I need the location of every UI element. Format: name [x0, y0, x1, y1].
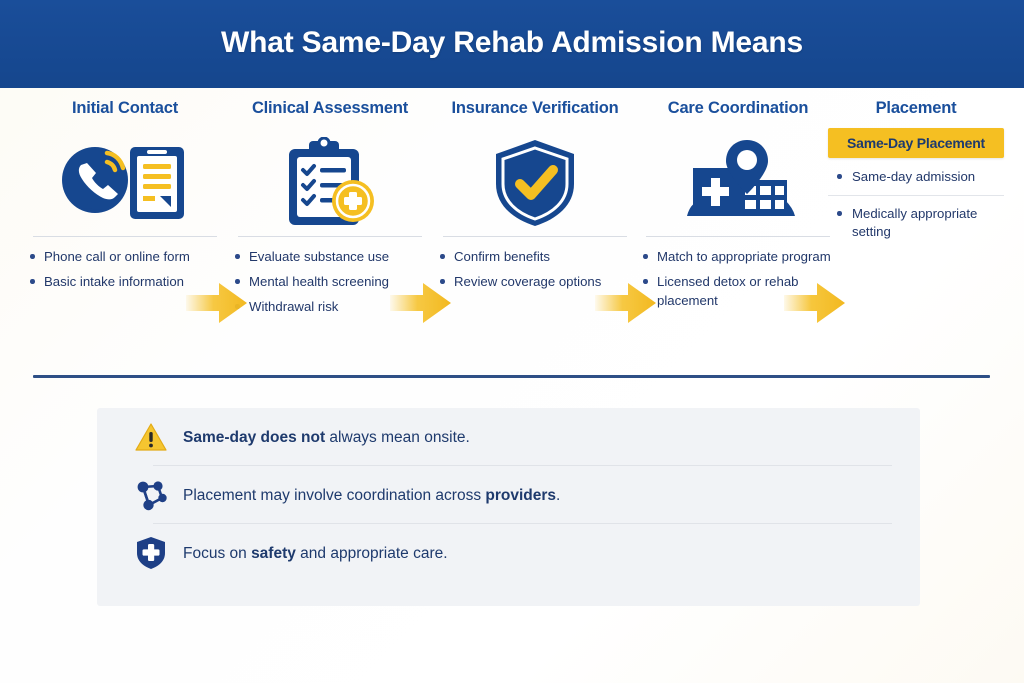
list-item: Licensed detox or rehab placement: [640, 272, 836, 310]
note-text: Same-day does not always mean onsite.: [173, 427, 470, 448]
hospital-location-pin-icon: [640, 134, 836, 232]
column-divider: [33, 236, 217, 237]
column-divider: [238, 236, 422, 237]
arrow-right-icon: [186, 282, 248, 324]
arrow-right-icon: [595, 282, 657, 324]
shield-cross-icon: [129, 536, 173, 570]
network-nodes-icon: [129, 479, 173, 511]
status-badge: Same-Day Placement: [828, 128, 1004, 158]
flow-step-bullets: Same-day admission Medically appropriate…: [828, 158, 1004, 250]
note-row-onsite: Same-day does not always mean onsite.: [125, 408, 892, 466]
list-item: Match to appropriate program: [640, 247, 836, 266]
flow-step-bullets: Match to appropriate program Licensed de…: [640, 237, 836, 310]
list-item: Confirm benefits: [437, 247, 633, 266]
note-bold-tail: providers: [485, 486, 557, 504]
note-row-coordination: Placement may involve coordination acros…: [125, 466, 892, 524]
list-item: Phone call or online form: [27, 247, 223, 266]
phone-call-document-icon: [27, 134, 223, 232]
process-flow: Initial Contact: [0, 96, 1024, 361]
flow-step-bullets: Phone call or online form Basic intake i…: [27, 237, 223, 291]
flow-step-bullets: Confirm benefits Review coverage options: [437, 237, 633, 291]
notes-panel: Same-day does not always mean onsite. Pl…: [97, 408, 920, 606]
clipboard-checklist-medical-icon: [232, 134, 428, 232]
page-title: What Same-Day Rehab Admission Means: [220, 26, 804, 59]
column-divider: [443, 236, 627, 237]
list-item: Basic intake information: [27, 272, 223, 291]
flow-step-bullets: Evaluate substance use Mental health scr…: [232, 237, 428, 316]
note-lead: Focus on: [183, 544, 252, 562]
header-band: [0, 0, 1024, 88]
list-item: Mental health screening: [232, 272, 428, 291]
flow-step-clinical-assessment[interactable]: Clinical Assessment: [232, 96, 428, 322]
note-lead: Placement may involve coordination acros…: [183, 486, 486, 504]
flow-step-title: Placement: [875, 99, 957, 117]
note-text: Focus on safety and appropriate care.: [173, 543, 448, 564]
arrow-right-icon: [784, 282, 846, 324]
note-row-safety: Focus on safety and appropriate care.: [125, 524, 892, 582]
shield-check-icon: [437, 134, 633, 232]
list-item: Same-day admission: [828, 168, 1004, 196]
list-item: Evaluate substance use: [232, 247, 428, 266]
column-divider: [646, 236, 830, 237]
flow-step-placement[interactable]: Placement Same-Day Placement Same-day ad…: [828, 96, 1004, 259]
arrow-right-icon: [390, 282, 452, 324]
note-rest: always mean onsite.: [325, 428, 470, 446]
flow-step-care-coordination[interactable]: Care Coordination: [640, 96, 836, 316]
flow-step-title: Clinical Assessment: [251, 99, 409, 117]
note-text: Placement may involve coordination acros…: [173, 485, 560, 506]
note-tail-end: and appropriate care.: [295, 544, 448, 562]
list-item: Review coverage options: [437, 272, 633, 291]
flow-step-initial-contact[interactable]: Initial Contact: [27, 96, 223, 297]
flow-step-insurance-verification[interactable]: Insurance Verification Confirm benefits …: [437, 96, 633, 297]
note-bold-mid: safety: [251, 544, 296, 562]
note-bold-lead: Same-day does not: [183, 428, 326, 446]
warning-triangle-icon: [129, 422, 173, 452]
list-item: Medically appropriate setting: [828, 205, 1004, 250]
note-tail-end: .: [556, 486, 561, 504]
flow-step-title: Care Coordination: [667, 99, 809, 117]
flow-step-title: Initial Contact: [71, 99, 179, 117]
section-divider: [33, 375, 990, 378]
flow-step-title: Insurance Verification: [451, 99, 619, 117]
